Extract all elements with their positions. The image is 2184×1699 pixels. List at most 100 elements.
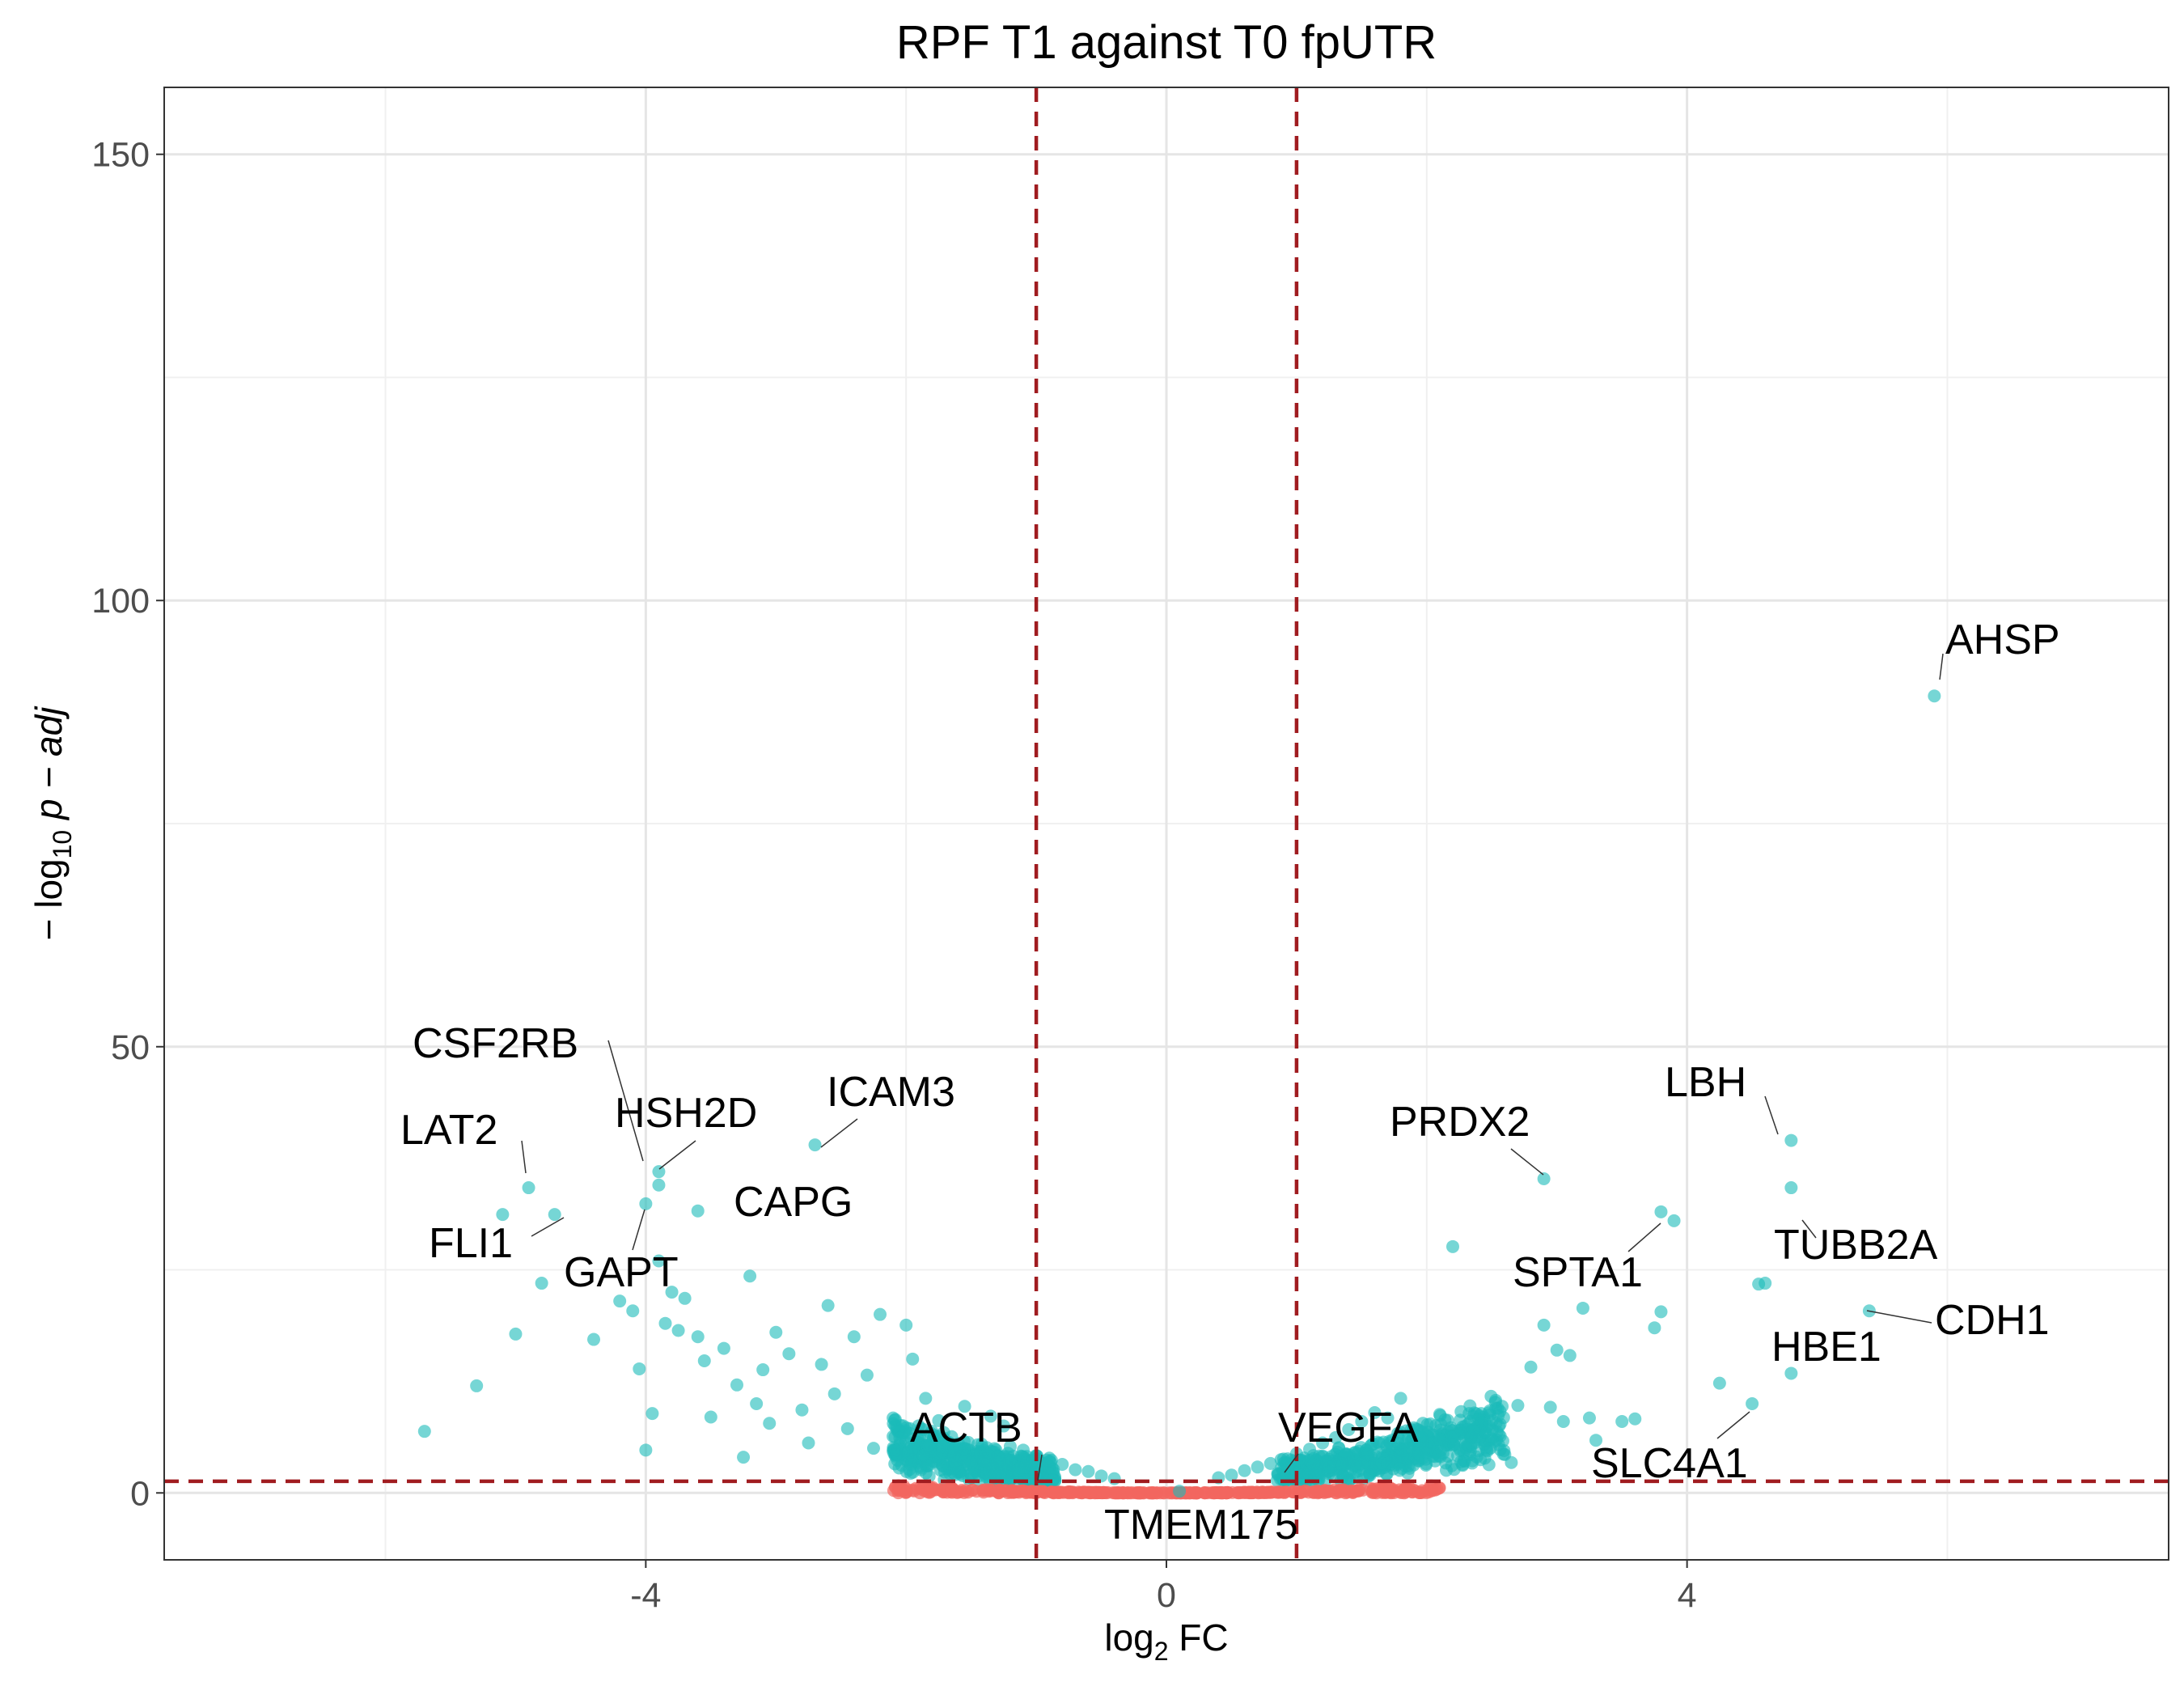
major-gridlines: [164, 87, 2169, 1560]
gene-label-lat2: LAT2: [400, 1107, 497, 1154]
y-tick-label: 150: [91, 136, 150, 175]
data-point: [847, 1330, 861, 1344]
data-point: [1125, 1486, 1139, 1500]
data-point: [933, 1464, 947, 1477]
data-point: [945, 1430, 959, 1443]
data-point: [730, 1378, 743, 1392]
data-point: [1219, 1486, 1233, 1500]
data-point: [906, 1352, 920, 1366]
data-point: [1391, 1430, 1405, 1444]
data-point: [1094, 1469, 1108, 1483]
data-point: [802, 1436, 815, 1450]
data-point: [763, 1417, 777, 1430]
x-tick-label: -4: [630, 1576, 661, 1615]
data-point: [1251, 1460, 1264, 1474]
leader-line: [531, 1217, 565, 1237]
data-point: [1263, 1456, 1277, 1470]
data-point: [1377, 1435, 1390, 1449]
data-point: [1355, 1415, 1369, 1429]
data-point: [993, 1468, 1007, 1481]
data-point: [1303, 1443, 1316, 1456]
data-point: [1496, 1434, 1509, 1448]
data-point: [1524, 1360, 1538, 1374]
data-point: [1459, 1441, 1473, 1455]
data-point: [916, 1448, 930, 1462]
data-point: [1712, 1376, 1726, 1390]
data-point: [914, 1421, 928, 1435]
data-point: [1493, 1405, 1507, 1418]
data-point: [997, 1419, 1010, 1433]
data-point: [932, 1451, 946, 1464]
data-point: [1667, 1214, 1681, 1227]
data-point: [671, 1324, 685, 1337]
data-point: [743, 1269, 757, 1283]
data-point: [496, 1208, 510, 1222]
data-point: [840, 1421, 854, 1435]
gene-label-capg: CAPG: [734, 1179, 853, 1226]
data-point: [1589, 1434, 1602, 1447]
labeled-data-point: [808, 1138, 822, 1152]
data-point: [927, 1483, 941, 1497]
data-point: [1352, 1484, 1365, 1498]
data-point: [1381, 1411, 1395, 1425]
data-point: [1003, 1473, 1017, 1487]
data-point: [704, 1410, 717, 1424]
data-point: [922, 1438, 936, 1452]
data-point: [769, 1325, 783, 1339]
data-point: [971, 1438, 984, 1451]
data-point: [932, 1413, 946, 1427]
data-point: [1615, 1415, 1629, 1429]
data-point: [1316, 1436, 1330, 1450]
data-point: [1183, 1486, 1196, 1500]
data-point: [899, 1318, 913, 1332]
gene-label-gapt: GAPT: [564, 1249, 679, 1296]
data-point: [1081, 1464, 1095, 1478]
data-point: [417, 1425, 431, 1438]
data-point: [1420, 1429, 1433, 1443]
data-point: [889, 1480, 903, 1494]
data-point: [1313, 1485, 1327, 1499]
data-point: [922, 1469, 936, 1483]
data-point: [815, 1358, 828, 1371]
labeled-data-point: [691, 1204, 705, 1218]
leader-line: [658, 1140, 696, 1170]
data-point: [1393, 1464, 1407, 1477]
data-point: [899, 1485, 913, 1499]
data-point: [958, 1400, 971, 1413]
labeled-data-point: [652, 1165, 666, 1179]
gene-label-lbh: LBH: [1665, 1059, 1746, 1106]
data-point: [470, 1379, 484, 1392]
leader-line: [521, 1140, 527, 1174]
data-point: [1543, 1400, 1557, 1414]
data-point: [1056, 1457, 1069, 1471]
data-point: [1238, 1464, 1251, 1477]
labeled-data-point: [1784, 1133, 1798, 1147]
y-tick-label: 0: [130, 1474, 150, 1513]
leader-line: [1037, 1454, 1043, 1481]
leader-line: [607, 1040, 644, 1162]
data-point: [1077, 1485, 1090, 1499]
non-significant-points: [887, 1479, 1446, 1500]
x-tick-label: 4: [1678, 1576, 1697, 1615]
data-point: [1310, 1463, 1323, 1477]
data-point: [639, 1443, 653, 1457]
data-point: [1433, 1408, 1446, 1421]
data-point: [1576, 1301, 1589, 1315]
data-point: [827, 1387, 841, 1400]
data-point: [860, 1368, 874, 1382]
y-axis-ticks: 0 50 100 150: [91, 136, 164, 1513]
data-point: [1550, 1343, 1564, 1357]
leader-line: [1764, 1095, 1779, 1135]
leader-line: [1801, 1219, 1817, 1239]
data-point: [1484, 1389, 1498, 1403]
data-point: [1472, 1412, 1486, 1426]
data-point: [904, 1458, 918, 1472]
data-point: [1335, 1459, 1349, 1472]
x-axis-title: log2 FC: [1104, 1616, 1228, 1666]
gene-label-csf2rb: CSF2RB: [413, 1020, 578, 1067]
data-point: [1482, 1458, 1496, 1472]
data-point: [1329, 1430, 1343, 1444]
chart-title: RPF T1 against T0 fpUTR: [896, 16, 1437, 69]
data-point: [1582, 1411, 1596, 1425]
